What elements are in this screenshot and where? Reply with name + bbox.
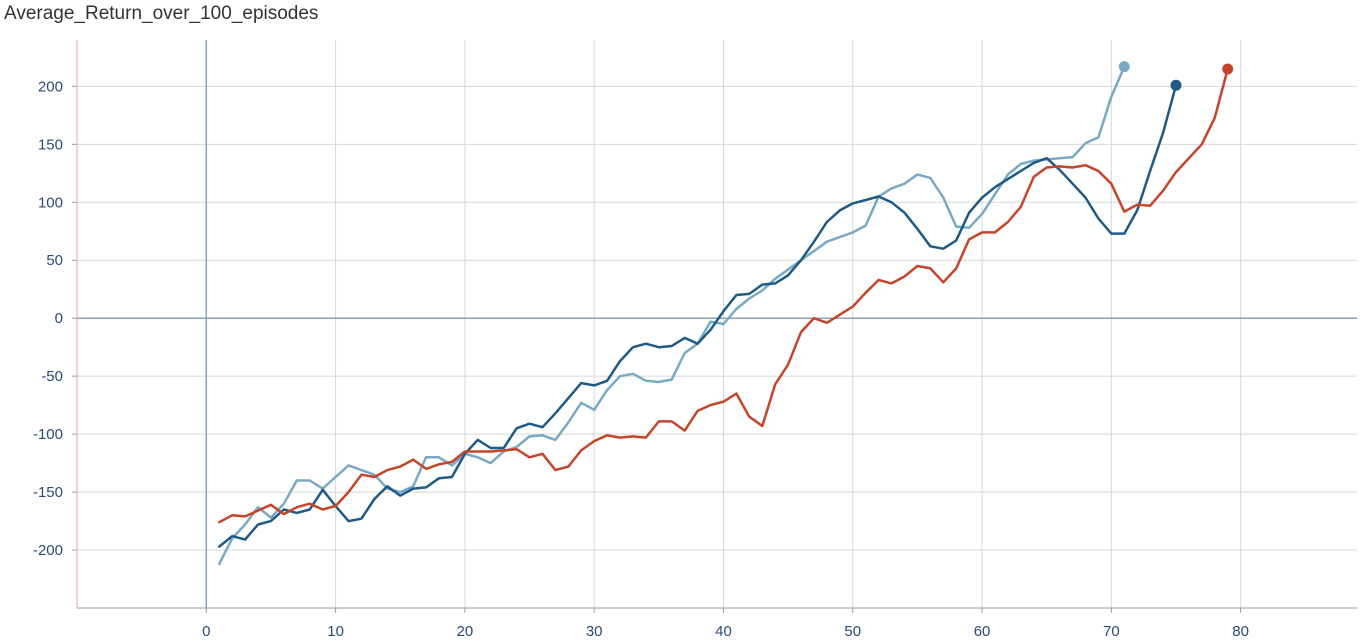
- x-tick-label: 70: [1103, 623, 1120, 640]
- y-tick-label: -50: [41, 368, 63, 385]
- x-tick-label: 10: [327, 623, 344, 640]
- y-tick-label: -100: [33, 426, 63, 443]
- x-tick-label: 50: [844, 623, 861, 640]
- x-tick-label: 60: [974, 623, 991, 640]
- y-tick-label: 50: [46, 252, 63, 269]
- y-tick-label: 200: [38, 78, 63, 95]
- axis-layer: [72, 40, 1357, 613]
- x-tick-label: 20: [457, 623, 474, 640]
- series-end-point-3: [1222, 63, 1234, 75]
- chart-title: Average_Return_over_100_episodes: [4, 3, 319, 24]
- series-layer: [217, 61, 1234, 566]
- y-tick-label: -200: [33, 542, 63, 559]
- y-tick-label: -150: [33, 484, 63, 501]
- series-line-2: [217, 83, 1178, 548]
- x-tick-label: 40: [715, 623, 732, 640]
- y-tick-label: 0: [55, 310, 63, 327]
- x-tick-label: 80: [1232, 623, 1249, 640]
- series-line-1: [217, 65, 1126, 566]
- x-tick-label: 30: [586, 623, 603, 640]
- y-tick-label: 150: [38, 136, 63, 153]
- series-end-point-1: [1118, 61, 1130, 73]
- series-end-point-2: [1170, 79, 1182, 91]
- tick-label-layer: 0 10 20 30 40 50 60 70 80 -200 -150 -100 -50 0 50 100 15…: [33, 78, 1249, 640]
- series-line-3: [217, 67, 1229, 524]
- x-tick-label: 0: [202, 623, 210, 640]
- y-tick-label: 100: [38, 194, 63, 211]
